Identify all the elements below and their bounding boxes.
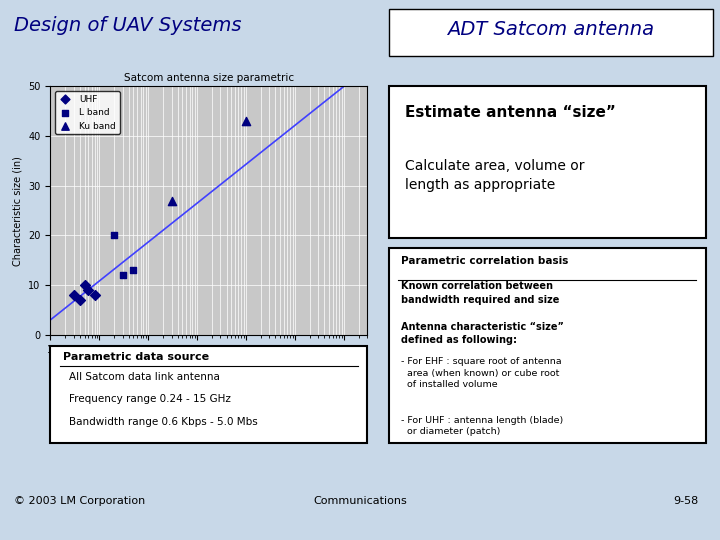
Text: All Satcom data link antenna: All Satcom data link antenna (69, 372, 220, 382)
UHF (83, 286, 94, 294)
UHF (78, 281, 90, 289)
Text: Parametric data source: Parametric data source (63, 353, 210, 362)
Text: 9-58: 9-58 (673, 496, 698, 506)
Text: Frequency range 0.24 - 15 GHz: Frequency range 0.24 - 15 GHz (69, 394, 231, 404)
Ku band (166, 197, 177, 205)
Text: Parametric correlation basis: Parametric correlation basis (402, 256, 569, 266)
Text: Communications: Communications (313, 496, 407, 506)
L band (127, 266, 139, 274)
UHF (68, 291, 79, 299)
FancyBboxPatch shape (389, 248, 706, 443)
UHF (74, 296, 86, 305)
Text: Estimate antenna “size”: Estimate antenna “size” (405, 105, 616, 119)
Text: - For UHF : antenna length (blade)
  or diameter (patch): - For UHF : antenna length (blade) or di… (402, 416, 564, 436)
UHF (89, 291, 100, 299)
Ku band (240, 117, 252, 125)
Text: Design of UAV Systems: Design of UAV Systems (14, 16, 242, 36)
FancyBboxPatch shape (389, 9, 713, 56)
Title: Satcom antenna size parametric: Satcom antenna size parametric (124, 73, 294, 83)
FancyBboxPatch shape (389, 86, 706, 238)
Text: Bandwidth range 0.6 Kbps - 5.0 Mbs: Bandwidth range 0.6 Kbps - 5.0 Mbs (69, 416, 258, 427)
Text: © 2003 LM Corporation: © 2003 LM Corporation (14, 496, 145, 506)
L band (117, 271, 128, 280)
Text: ADT Satcom antenna: ADT Satcom antenna (447, 19, 654, 39)
Text: Calculate area, volume or
length as appropriate: Calculate area, volume or length as appr… (405, 159, 584, 192)
FancyBboxPatch shape (50, 346, 367, 443)
Text: Antenna characteristic “size”
defined as following:: Antenna characteristic “size” defined as… (402, 322, 564, 346)
Legend: UHF, L band, Ku band: UHF, L band, Ku band (55, 91, 120, 134)
Y-axis label: Characteristic size (in): Characteristic size (in) (13, 156, 23, 266)
Text: - For EHF : square root of antenna
  area (when known) or cube root
  of install: - For EHF : square root of antenna area … (402, 357, 562, 389)
L band (108, 231, 120, 240)
Text: Known correlation between
bandwidth required and size: Known correlation between bandwidth requ… (402, 281, 560, 305)
X-axis label: Data rate (Kbps): Data rate (Kbps) (168, 360, 249, 370)
